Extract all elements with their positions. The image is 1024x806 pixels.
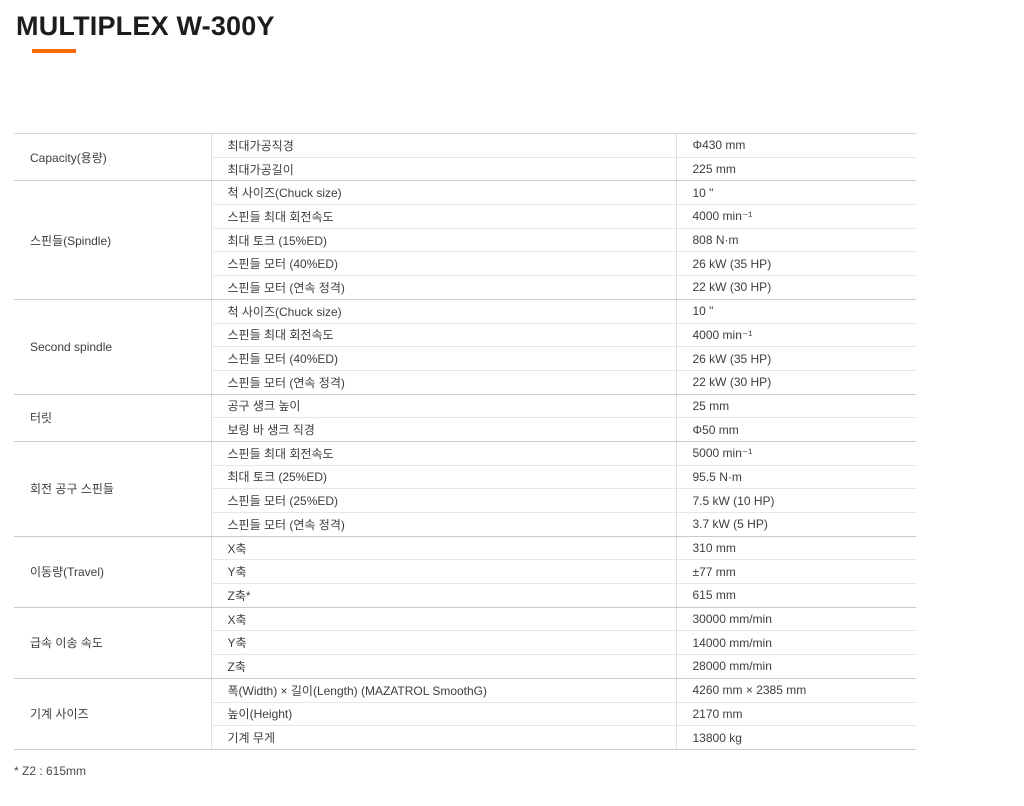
spec-row: 기계 무게 13800 kg [14,725,916,750]
spec-value-cell: 26 kW (35 HP) [675,251,916,277]
spec-value-cell: 30000 mm/min [675,607,916,632]
spec-label-cell: Z축 [210,654,676,679]
spec-row: 최대 토크 (25%ED) 95.5 N·m [14,465,916,490]
spec-value-cell: 3.7 kW (5 HP) [675,512,916,537]
spec-value-cell: 25 mm [675,394,916,419]
spec-row: 높이(Height) 2170 mm [14,702,916,727]
spec-value-cell: 225 mm [675,157,916,182]
spec-row: Capacity(용량) 최대가공직경 Φ430 mm [14,133,916,182]
spec-value-cell: 2170 mm [675,702,916,727]
spec-value-cell: 22 kW (30 HP) [675,370,916,395]
spec-value-cell: 808 N·m [675,228,916,253]
spec-row: 급속 이송 속도 X축 30000 mm/min [14,607,916,679]
spec-label-cell: 스핀들 모터 (연속 정격) [210,275,676,300]
spec-label-cell: 스핀들 최대 회전속도 [210,204,676,229]
spec-value-cell: 4260 mm × 2385 mm [675,678,916,703]
spec-value-cell: 95.5 N·m [675,465,916,490]
spec-label-cell: 스핀들 최대 회전속도 [210,441,676,466]
spec-row: 스핀들 모터 (연속 정격) 22 kW (30 HP) [14,275,916,300]
spec-row: Z축 28000 mm/min [14,654,916,679]
spec-label-cell: X축 [210,536,676,561]
spec-row: Z축* 615 mm [14,583,916,608]
spec-label-cell: 스핀들 모터 (연속 정격) [210,370,676,395]
spec-row: 스핀들 모터 (25%ED) 7.5 kW (10 HP) [14,488,916,513]
spec-row: 스핀들(Spindle) 척 사이즈(Chuck size) 10 " [14,180,916,300]
spec-value-cell: 310 mm [675,536,916,561]
spec-label-cell: 스핀들 모터 (40%ED) [210,251,676,277]
page-header: MULTIPLEX W-300Y [0,0,1024,53]
spec-category-cell: 기계 사이즈 [14,678,211,750]
footnote: * Z2 : 615mm [14,763,87,778]
spec-category-cell: 터릿 [14,394,211,442]
spec-value-cell: 4000 min⁻¹ [675,204,916,229]
spec-category-cell: Capacity(용량) [14,133,211,182]
spec-row: 터릿 공구 생크 높이 25 mm [14,394,916,442]
spec-value-cell: 10 " [675,299,916,324]
spec-row: Second spindle 척 사이즈(Chuck size) 10 " [14,299,916,395]
spec-label-cell: 스핀들 모터 (25%ED) [210,488,676,513]
spec-row: 이동량(Travel) X축 310 mm [14,536,916,608]
spec-value-cell: Φ430 mm [675,133,916,158]
spec-label-cell: 최대가공길이 [210,157,676,182]
spec-row: 스핀들 최대 회전속도 4000 min⁻¹ [14,323,916,348]
spec-label-cell: 보링 바 생크 직경 [210,417,676,442]
spec-row: 최대가공길이 225 mm [14,157,916,182]
spec-label-cell: Y축 [210,630,676,656]
spec-category-cell: Second spindle [14,299,211,395]
spec-row: Y축 14000 mm/min [14,630,916,656]
spec-table: Capacity(용량) 최대가공직경 Φ430 mm 최대가공길이 225 mm 스핀들… [14,133,916,750]
title-accent-underline [32,49,76,53]
spec-row: 최대 토크 (15%ED) 808 N·m [14,228,916,253]
spec-value-cell: 22 kW (30 HP) [675,275,916,300]
spec-label-cell: 최대 토크 (25%ED) [210,465,676,490]
spec-label-cell: 최대가공직경 [210,133,676,158]
spec-value-cell: 615 mm [675,583,916,608]
spec-category-cell: 회전 공구 스핀들 [14,441,211,537]
spec-category-cell: 이동량(Travel) [14,536,211,608]
spec-value-cell: 28000 mm/min [675,654,916,679]
spec-value-cell: 26 kW (35 HP) [675,346,916,371]
spec-label-cell: 높이(Height) [210,702,676,727]
spec-label-cell: X축 [210,607,676,632]
spec-label-cell: 스핀들 최대 회전속도 [210,323,676,348]
spec-label-cell: 최대 토크 (15%ED) [210,228,676,253]
spec-label-cell: 스핀들 모터 (연속 정격) [210,512,676,537]
spec-value-cell: Φ50 mm [675,417,916,442]
spec-row: 스핀들 모터 (40%ED) 26 kW (35 HP) [14,251,916,277]
spec-label-cell: Y축 [210,559,676,585]
spec-row: 스핀들 모터 (40%ED) 26 kW (35 HP) [14,346,916,371]
spec-label-cell: 공구 생크 높이 [210,394,676,419]
spec-value-cell: 10 " [675,180,916,206]
spec-value-cell: 4000 min⁻¹ [675,323,916,348]
spec-label-cell: 척 사이즈(Chuck size) [210,299,676,324]
spec-value-cell: 14000 mm/min [675,630,916,656]
spec-row: 기계 사이즈 폭(Width) × 길이(Length) (MAZATROL Sm… [14,678,916,750]
spec-value-cell: 13800 kg [675,725,916,750]
spec-label-cell: Z축* [210,583,676,608]
spec-category-cell: 스핀들(Spindle) [14,180,211,300]
spec-row: 회전 공구 스핀들 스핀들 최대 회전속도 5000 min⁻¹ [14,441,916,537]
spec-row: 스핀들 최대 회전속도 4000 min⁻¹ [14,204,916,229]
spec-row: 보링 바 생크 직경 Φ50 mm [14,417,916,442]
spec-value-cell: 7.5 kW (10 HP) [675,488,916,513]
spec-label-cell: 척 사이즈(Chuck size) [210,180,676,206]
spec-row: Y축 ±77 mm [14,559,916,585]
spec-table-body: Capacity(용량) 최대가공직경 Φ430 mm 최대가공길이 225 mm 스핀들… [14,133,916,750]
page-title: MULTIPLEX W-300Y [16,11,275,41]
spec-label-cell: 폭(Width) × 길이(Length) (MAZATROL SmoothG) [210,678,676,703]
spec-label-cell: 기계 무게 [210,725,676,750]
spec-value-cell: ±77 mm [675,559,916,585]
spec-value-cell: 5000 min⁻¹ [675,441,916,466]
spec-label-cell: 스핀들 모터 (40%ED) [210,346,676,371]
spec-row: 스핀들 모터 (연속 정격) 3.7 kW (5 HP) [14,512,916,537]
spec-row: 스핀들 모터 (연속 정격) 22 kW (30 HP) [14,370,916,395]
spec-category-cell: 급속 이송 속도 [14,607,211,679]
